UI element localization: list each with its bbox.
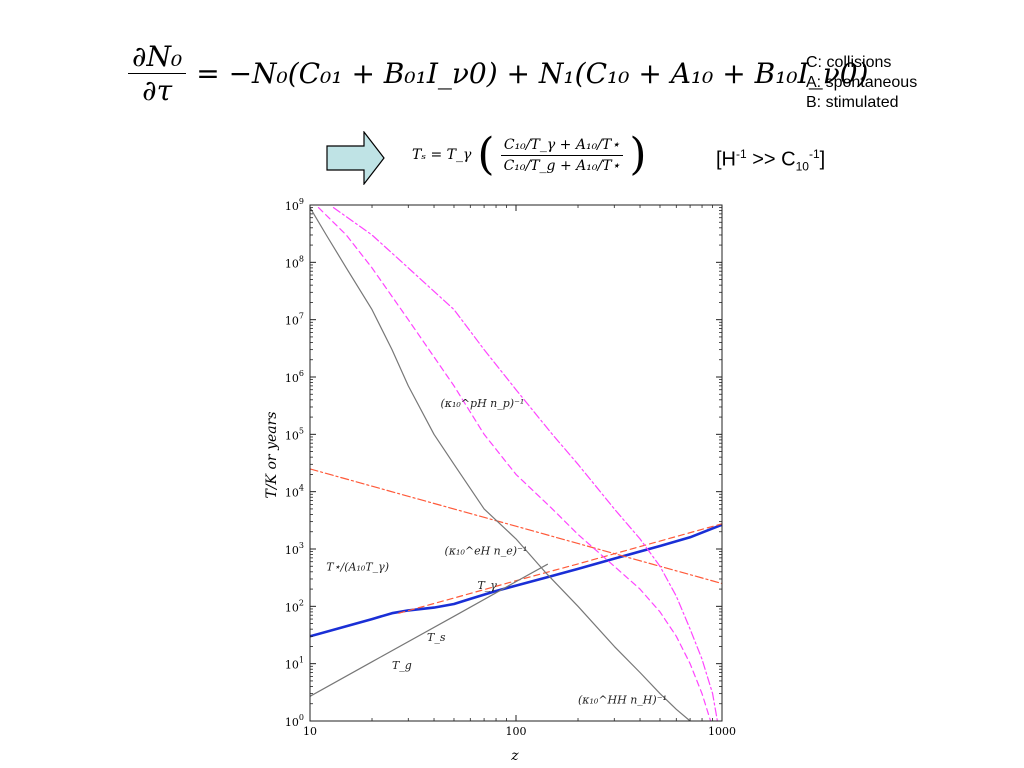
condition-close: ] [819, 148, 826, 171]
series-line-1 [398, 523, 722, 614]
x-axis-label: z [510, 748, 519, 764]
y-tick-label: 101 [285, 656, 304, 672]
condition-sub: 10 [795, 159, 809, 174]
curve-label: (κ₁₀^HH n_H)⁻¹ [578, 694, 667, 707]
curve-label: (κ₁₀^pH n_p)⁻¹ [440, 397, 524, 410]
y-tick-label: 102 [285, 598, 304, 614]
rate-equation: ∂N₀ ∂τ = −N₀(C₀₁ + B₀₁I_ν0) + N₁(C₁₀ + A… [128, 40, 868, 107]
condition-sup1: -1 [736, 147, 747, 161]
ts-lhs: Tₛ = T_γ [412, 147, 472, 163]
condition-open: [H [716, 148, 736, 171]
equation-lhs-numerator: ∂N₀ [128, 40, 187, 74]
equation-rhs: = −N₀(C₀₁ + B₀₁I_ν0) + N₁(C₁₀ + A₁₀ + B₁… [196, 57, 869, 90]
series-line-2 [310, 563, 548, 697]
series-line-0 [310, 523, 722, 638]
series-line-5 [317, 207, 712, 721]
series-line-3 [310, 468, 722, 585]
legend-stimulated: B: stimulated [806, 94, 899, 111]
ts-numerator: C₁₀/T_γ + A₁₀/T⋆ [500, 137, 624, 156]
equation-lhs-denominator: ∂τ [142, 74, 173, 107]
legend-collisions: C: collisions [806, 54, 892, 71]
x-tick-label: 10 [303, 725, 317, 738]
y-tick-label: 104 [285, 484, 304, 500]
curve-label: (κ₁₀^eH n_e)⁻¹ [445, 545, 528, 558]
spin-temperature-equation: Tₛ = T_γ ( C₁₀/T_γ + A₁₀/T⋆ C₁₀/T_g + A₁… [412, 133, 646, 177]
ts-fraction: C₁₀/T_γ + A₁₀/T⋆ C₁₀/T_g + A₁₀/T⋆ [500, 137, 624, 174]
equation-lhs-fraction: ∂N₀ ∂τ [128, 40, 187, 107]
y-tick-label: 107 [285, 312, 304, 328]
y-tick-label: 108 [285, 254, 304, 270]
legend-spontaneous: A: spontaneous [806, 74, 918, 91]
curve-label: T_g [392, 659, 412, 672]
x-tick-label: 100 [506, 725, 527, 738]
condition-sup2: -1 [808, 147, 820, 161]
y-tick-label: 105 [285, 426, 304, 442]
condition-mid: >> C [746, 148, 796, 171]
x-tick-label: 1000 [708, 725, 736, 738]
condition-text: [H-1 >> C10-1] [716, 147, 825, 174]
process-legend: C: collisions A: spontaneous B: stimulat… [806, 53, 917, 113]
plot-frame [309, 204, 723, 722]
y-tick-label: 103 [285, 541, 304, 557]
ts-denominator: C₁₀/T_g + A₁₀/T⋆ [503, 157, 621, 174]
right-arrow-icon [326, 131, 385, 185]
curve-label: T_s [427, 631, 446, 644]
y-tick-label: 106 [285, 369, 304, 385]
curve-label: T⋆/(A₁₀T_γ) [326, 561, 389, 574]
left-paren-icon: ( [477, 129, 495, 180]
right-paren-icon: ) [629, 129, 647, 180]
y-tick-label: 100 [285, 713, 304, 729]
y-tick-label: 109 [285, 197, 304, 213]
curve-label: T_γ [477, 579, 497, 592]
y-axis-label: T/K or years [264, 412, 280, 499]
series-line-6 [332, 207, 718, 721]
series-line-4 [310, 207, 691, 721]
